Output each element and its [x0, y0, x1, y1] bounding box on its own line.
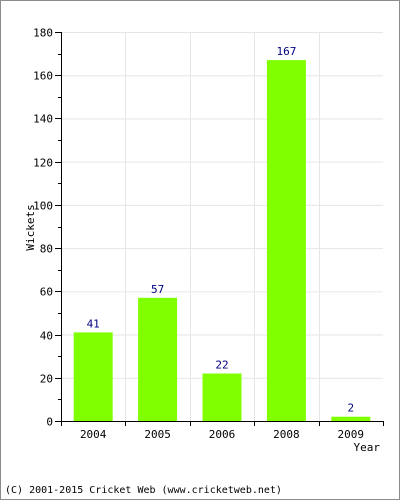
y-axis-title: Wickets — [24, 204, 37, 250]
x-tick-label: 2004 — [80, 428, 107, 441]
bar — [73, 332, 113, 421]
bars — [73, 60, 371, 421]
data-label: 2 — [347, 402, 354, 415]
y-tick-label: 140 — [33, 113, 53, 126]
y-tick-label: 100 — [33, 200, 53, 213]
bar — [331, 416, 371, 421]
y-tick-label: 40 — [40, 330, 53, 343]
data-label: 41 — [87, 317, 100, 330]
data-label: 57 — [151, 283, 164, 296]
y-tick-label: 180 — [33, 27, 53, 40]
y-tick-label: 120 — [33, 157, 53, 170]
y-tick-label: 20 — [40, 373, 53, 386]
data-label: 22 — [215, 359, 228, 372]
bar — [202, 373, 242, 421]
data-label: 167 — [276, 45, 296, 58]
y-tick-label: 60 — [40, 286, 53, 299]
y-tick-label: 80 — [40, 243, 53, 256]
axes — [55, 32, 384, 426]
bar — [138, 297, 178, 421]
y-tick-label: 160 — [33, 70, 53, 83]
copyright-footer: (C) 2001-2015 Cricket Web (www.cricketwe… — [5, 485, 282, 496]
x-tick-label: 2008 — [273, 428, 300, 441]
gridlines — [61, 32, 383, 421]
x-tick-label: 2009 — [338, 428, 365, 441]
x-tick-label: 2006 — [209, 428, 236, 441]
x-axis-title: Year — [354, 441, 381, 454]
bar — [266, 60, 306, 421]
x-tick-label: 2005 — [144, 428, 171, 441]
y-tick-label: 0 — [46, 416, 53, 429]
